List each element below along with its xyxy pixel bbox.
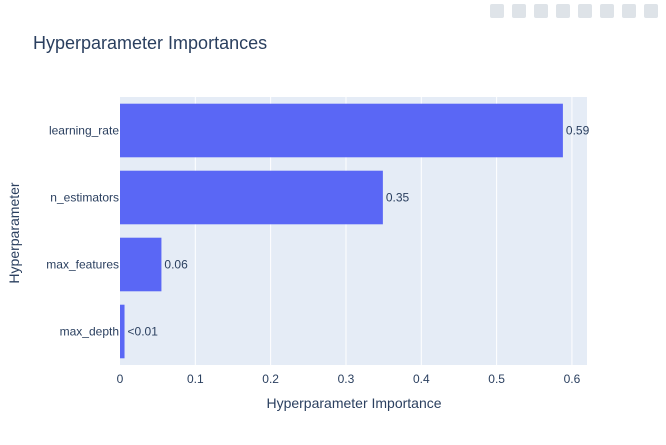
x-tick-labels: 0 0.1 0.2 0.3 0.4 0.5 0.6 — [117, 372, 581, 386]
x-tick-label: 0.1 — [187, 372, 204, 386]
x-tick-label: 0 — [117, 372, 124, 386]
pan-icon[interactable] — [534, 4, 548, 18]
reset-axes-icon[interactable] — [622, 4, 636, 18]
zoom-in-icon[interactable] — [556, 4, 570, 18]
zoom-icon[interactable] — [512, 4, 526, 18]
bar-value-label: 0.59 — [566, 124, 590, 138]
x-axis-title: Hyperparameter Importance — [266, 395, 441, 411]
x-tick-label: 0.5 — [488, 372, 505, 386]
bar-value-label: <0.01 — [128, 325, 159, 339]
modebar[interactable] — [490, 4, 658, 18]
bar-n_estimators[interactable] — [120, 170, 383, 225]
bar-value-label: 0.35 — [386, 191, 410, 205]
bar-value-label: 0.06 — [164, 258, 188, 272]
x-tick-label: 0.3 — [338, 372, 355, 386]
x-tick-label: 0.2 — [262, 372, 279, 386]
y-tick-label: n_estimators — [50, 191, 119, 205]
bar-max_features[interactable] — [120, 237, 162, 292]
x-tick-label: 0.4 — [413, 372, 430, 386]
autoscale-icon[interactable] — [600, 4, 614, 18]
bars: 0.59 0.35 0.06 <0.01 — [120, 103, 590, 359]
y-tick-label: max_features — [46, 258, 119, 272]
y-axis-title: Hyperparameter — [6, 182, 22, 283]
zoom-out-icon[interactable] — [578, 4, 592, 18]
y-tick-label: max_depth — [60, 325, 119, 339]
y-tick-labels: learning_rate n_estimators max_featuresmax… — [46, 124, 119, 339]
camera-icon[interactable] — [490, 4, 504, 18]
bar-max_depth[interactable] — [120, 304, 125, 359]
x-tick-label: 0.6 — [564, 372, 581, 386]
bar-learning_rate[interactable] — [120, 103, 563, 158]
plotly-logo-icon[interactable] — [644, 4, 658, 18]
chart-title: Hyperparameter Importances — [33, 33, 267, 53]
y-tick-label: learning_rate — [49, 124, 119, 138]
